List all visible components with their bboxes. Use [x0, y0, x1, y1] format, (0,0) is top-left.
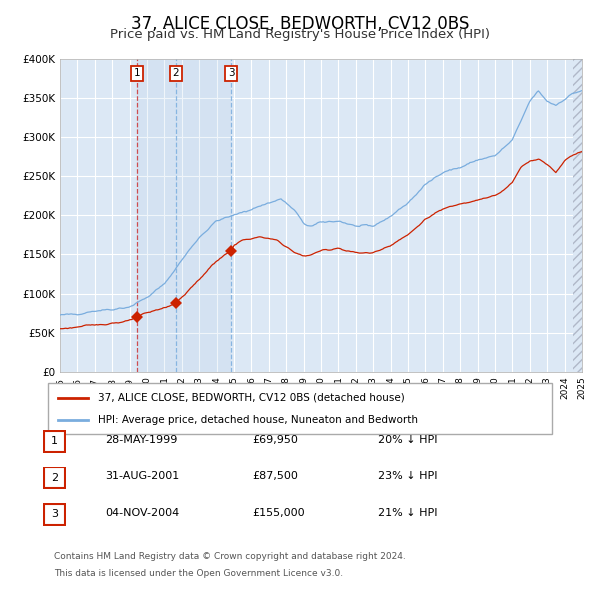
FancyBboxPatch shape [44, 467, 65, 489]
Text: Contains HM Land Registry data © Crown copyright and database right 2024.: Contains HM Land Registry data © Crown c… [54, 552, 406, 561]
FancyBboxPatch shape [44, 504, 65, 525]
Text: 3: 3 [228, 68, 235, 78]
Text: 2: 2 [51, 473, 58, 483]
Text: £155,000: £155,000 [252, 508, 305, 517]
Text: 1: 1 [51, 437, 58, 446]
Text: 28-MAY-1999: 28-MAY-1999 [105, 435, 178, 444]
Text: £69,950: £69,950 [252, 435, 298, 444]
Text: HPI: Average price, detached house, Nuneaton and Bedworth: HPI: Average price, detached house, Nune… [98, 415, 418, 425]
Bar [176, 59, 231, 372]
Text: 2: 2 [173, 68, 179, 78]
Text: Price paid vs. HM Land Registry's House Price Index (HPI): Price paid vs. HM Land Registry's House … [110, 28, 490, 41]
FancyBboxPatch shape [48, 384, 552, 434]
Text: 3: 3 [51, 510, 58, 519]
Text: 37, ALICE CLOSE, BEDWORTH, CV12 0BS (detached house): 37, ALICE CLOSE, BEDWORTH, CV12 0BS (det… [98, 392, 405, 402]
FancyBboxPatch shape [44, 431, 65, 452]
Text: 21% ↓ HPI: 21% ↓ HPI [378, 508, 437, 517]
Text: This data is licensed under the Open Government Licence v3.0.: This data is licensed under the Open Gov… [54, 569, 343, 578]
Bar [573, 59, 582, 372]
Text: 1: 1 [133, 68, 140, 78]
Text: 20% ↓ HPI: 20% ↓ HPI [378, 435, 437, 444]
Bar [137, 59, 176, 372]
Text: 37, ALICE CLOSE, BEDWORTH, CV12 0BS: 37, ALICE CLOSE, BEDWORTH, CV12 0BS [131, 15, 469, 33]
Text: £87,500: £87,500 [252, 471, 298, 481]
Text: 31-AUG-2001: 31-AUG-2001 [105, 471, 179, 481]
Text: 04-NOV-2004: 04-NOV-2004 [105, 508, 179, 517]
Text: 23% ↓ HPI: 23% ↓ HPI [378, 471, 437, 481]
